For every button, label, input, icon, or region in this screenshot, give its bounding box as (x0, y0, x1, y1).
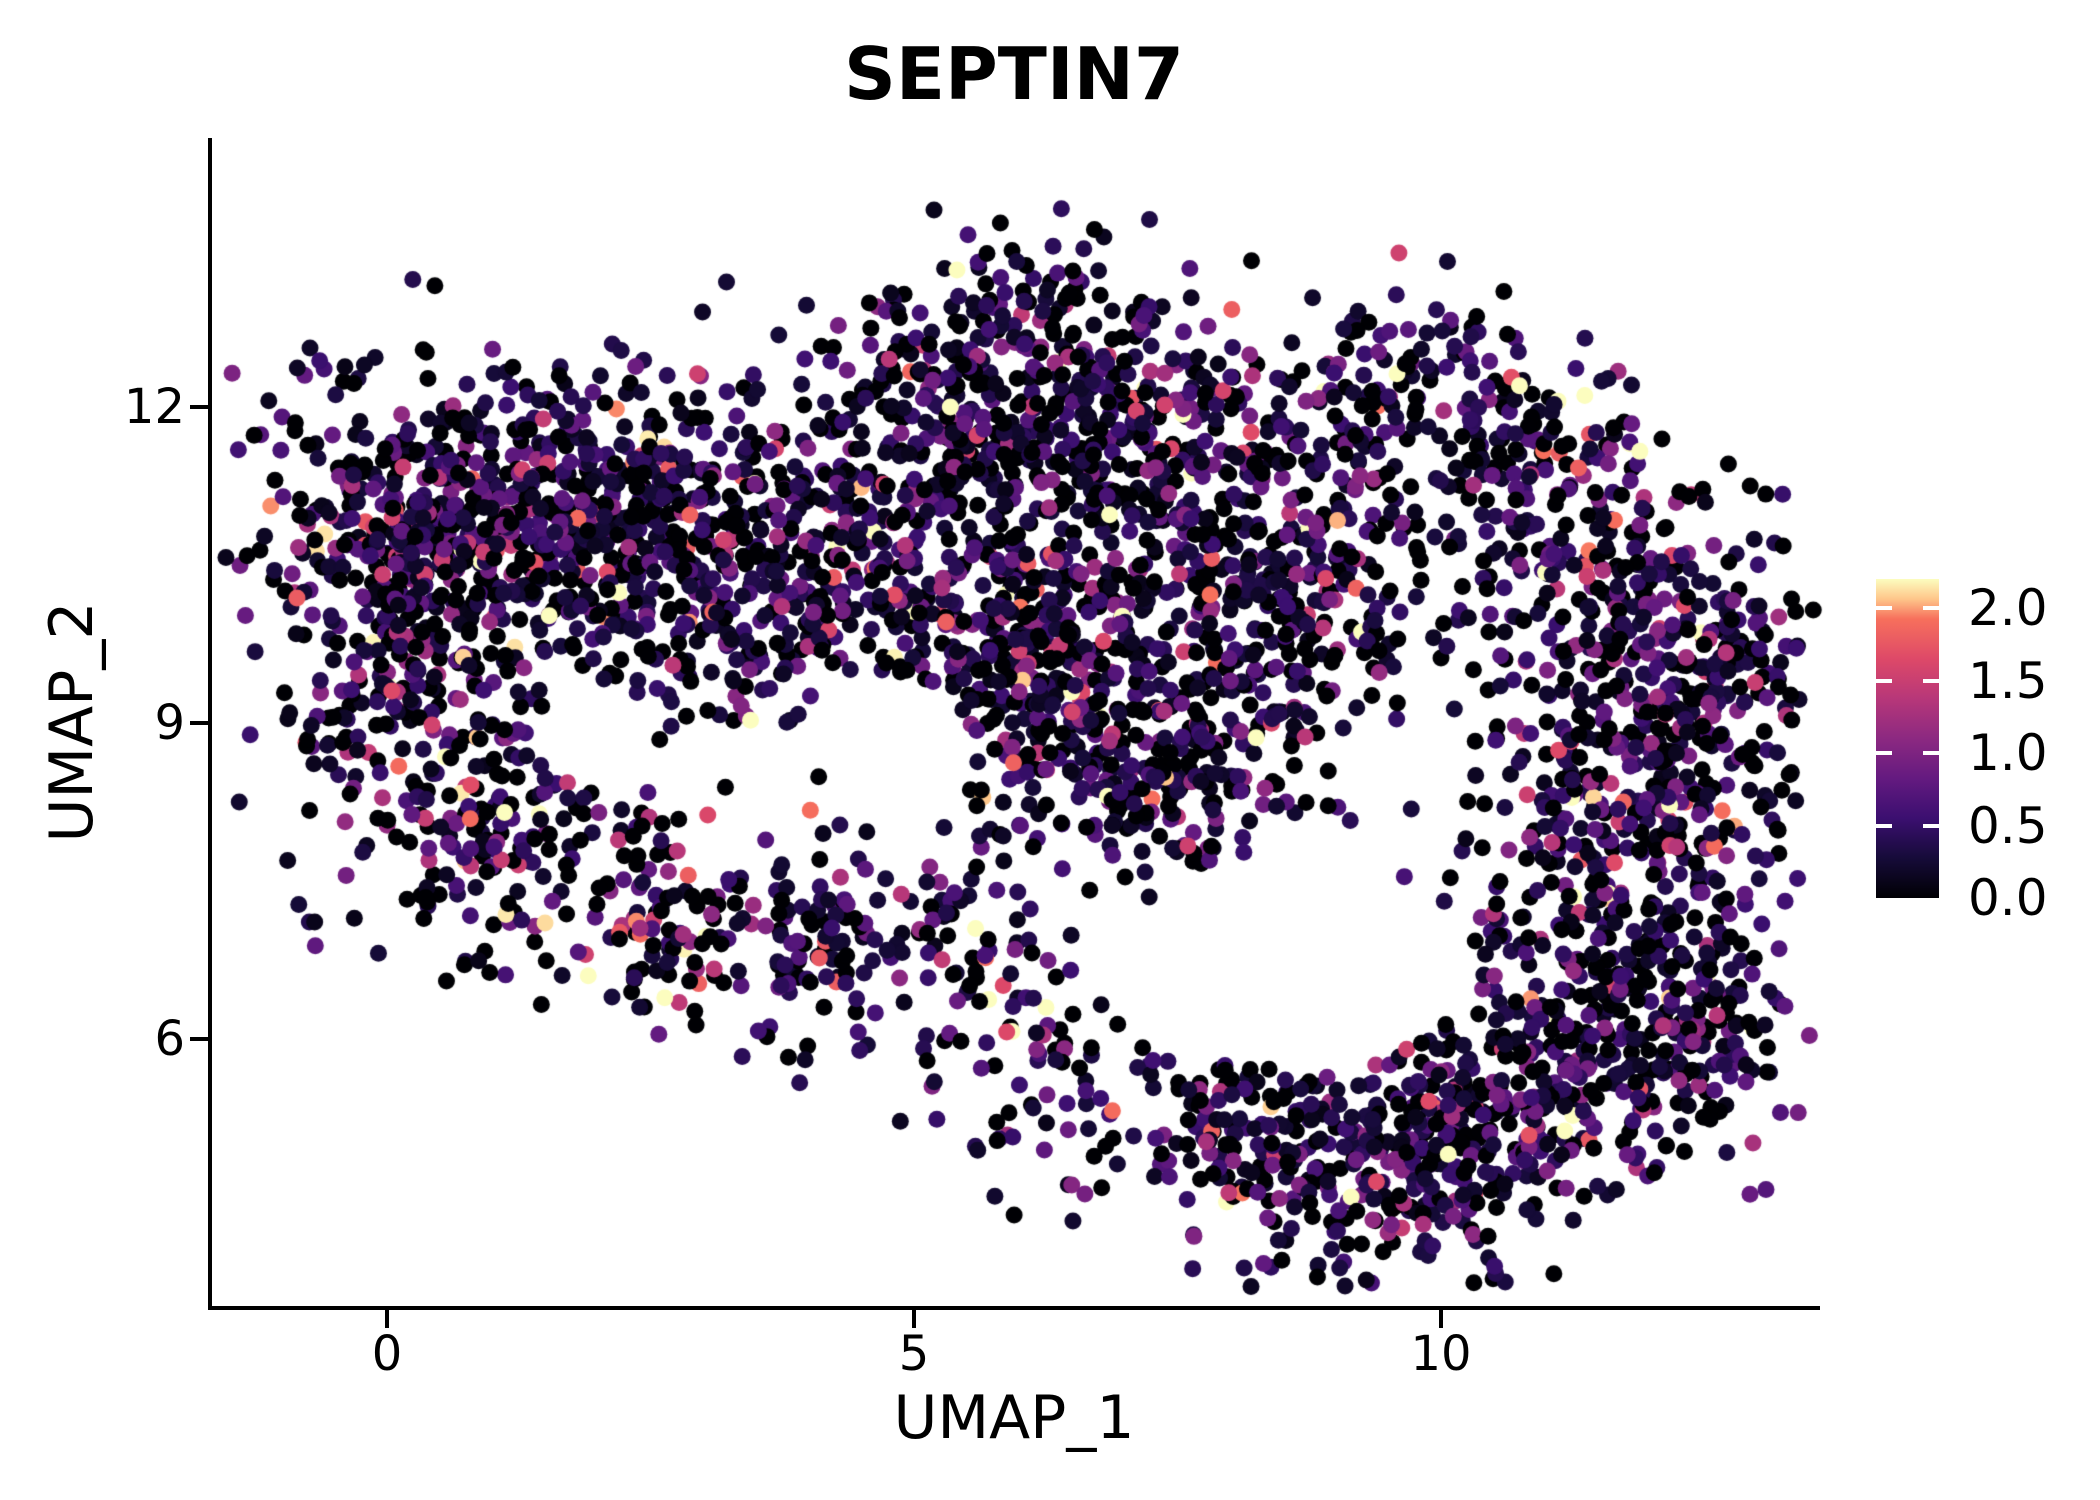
y-tick-label: 6 (154, 1011, 185, 1068)
colorbar-tick-label: 0.5 (1968, 796, 2048, 855)
colorbar-tick-label: 2.0 (1968, 579, 2048, 637)
y-tick-mark (190, 1037, 208, 1042)
colorbar-tick-mark (1876, 678, 1892, 683)
colorbar-tick-mark (1876, 823, 1892, 828)
x-tick-mark (912, 1310, 916, 1328)
colorbar-tick-label: 1.5 (1968, 651, 2048, 710)
x-axis-title: UMAP_1 (893, 1383, 1135, 1453)
y-tick-mark (190, 404, 208, 409)
x-tick-label: 5 (898, 1326, 930, 1382)
colorbar-tick-mark (1876, 751, 1892, 755)
colorbar-tick-mark (1923, 823, 1939, 828)
colorbar-tick-label: 0.0 (1968, 869, 2048, 927)
colorbar-tick-mark (1923, 751, 1939, 755)
colorbar-tick-label: 1.0 (1968, 724, 2048, 782)
y-tick-label: 9 (154, 695, 185, 751)
colorbar-tick-mark (1923, 606, 1939, 610)
y-axis-title: UMAP_2 (37, 601, 107, 843)
y-tick-label: 12 (123, 378, 185, 435)
y-tick-mark (190, 721, 208, 725)
x-tick-mark (1439, 1310, 1443, 1328)
colorbar-tick-mark (1923, 678, 1939, 683)
y-axis-line (208, 138, 212, 1310)
colorbar-gradient (1876, 579, 1939, 898)
x-axis-line (208, 1306, 1820, 1310)
x-tick-mark (385, 1310, 389, 1328)
x-tick-label: 10 (1410, 1326, 1472, 1382)
colorbar-tick-mark (1876, 606, 1892, 610)
x-tick-label: 0 (371, 1326, 403, 1382)
